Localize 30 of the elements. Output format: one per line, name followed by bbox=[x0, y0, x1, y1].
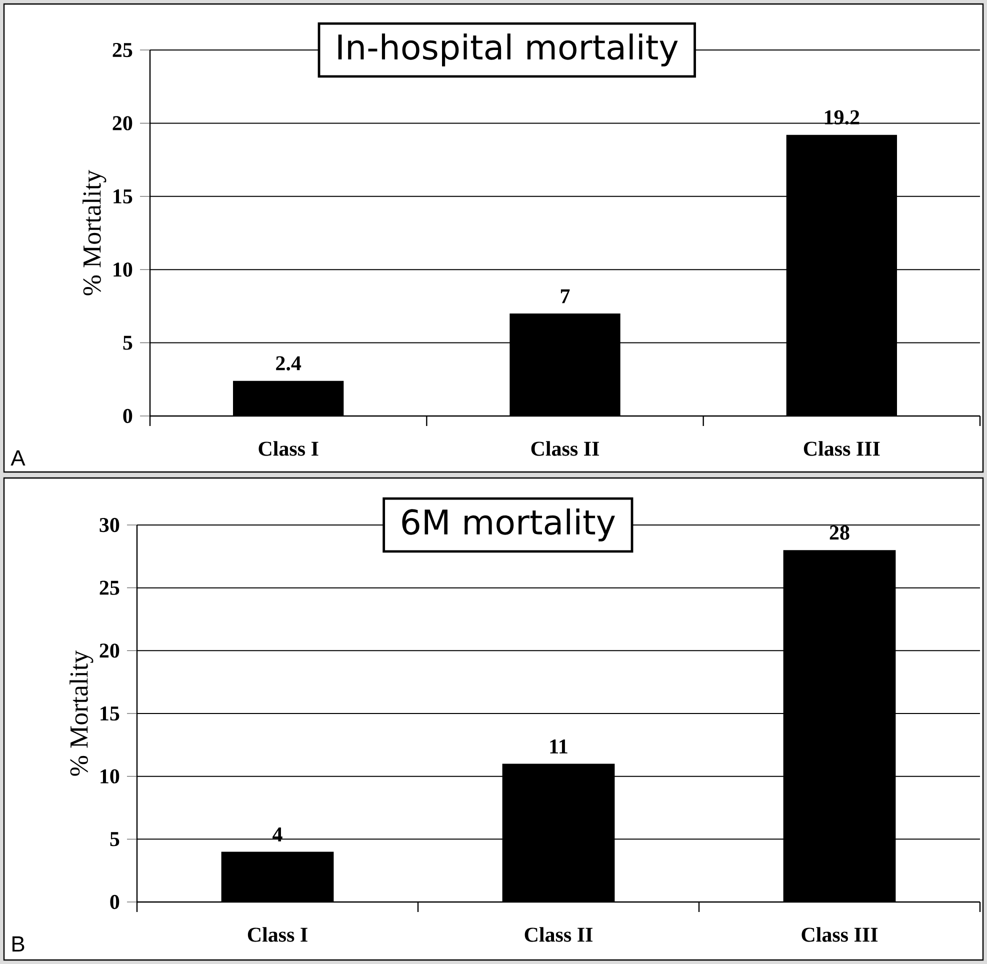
x-tick-label: Class II bbox=[524, 927, 592, 942]
y-axis-title: % Mortality bbox=[70, 650, 94, 776]
text: B bbox=[12, 936, 24, 952]
x-tick-label: Class III bbox=[802, 927, 878, 942]
y-tick-label: 25 bbox=[100, 580, 120, 595]
y-tick-label: 25 bbox=[112, 42, 132, 58]
y-axis-title: % Mortality bbox=[82, 170, 106, 296]
y-tick-label: 0 bbox=[123, 408, 132, 424]
data-label: 28 bbox=[830, 526, 850, 540]
data-label: 7 bbox=[560, 289, 570, 304]
data-label: 4 bbox=[272, 828, 282, 842]
y-tick-label: 15 bbox=[100, 706, 120, 721]
y-tick-label: 20 bbox=[112, 116, 132, 130]
y-tick-label: 0 bbox=[110, 894, 120, 910]
data-label: 2.4 bbox=[276, 356, 302, 370]
y-tick-label: 5 bbox=[110, 832, 120, 846]
y-tick-label: 5 bbox=[123, 336, 132, 350]
chart-title: 6M mortality bbox=[402, 508, 615, 542]
x-tick-label: Class I bbox=[248, 927, 308, 942]
chart-title: In-hospital mortality bbox=[338, 34, 678, 66]
x-tick-label: Class III bbox=[804, 441, 880, 456]
y-tick-label: 15 bbox=[114, 189, 132, 204]
text: A bbox=[10, 450, 26, 466]
y-tick-label: 20 bbox=[100, 644, 120, 658]
y-tick-label: 30 bbox=[100, 518, 120, 532]
y-tick-label: 10 bbox=[100, 769, 120, 784]
y-tick-label: 10 bbox=[114, 262, 132, 277]
x-tick-label: Class II bbox=[531, 441, 599, 456]
x-tick-label: Class I bbox=[258, 441, 318, 456]
data-label: 11 bbox=[550, 739, 568, 754]
